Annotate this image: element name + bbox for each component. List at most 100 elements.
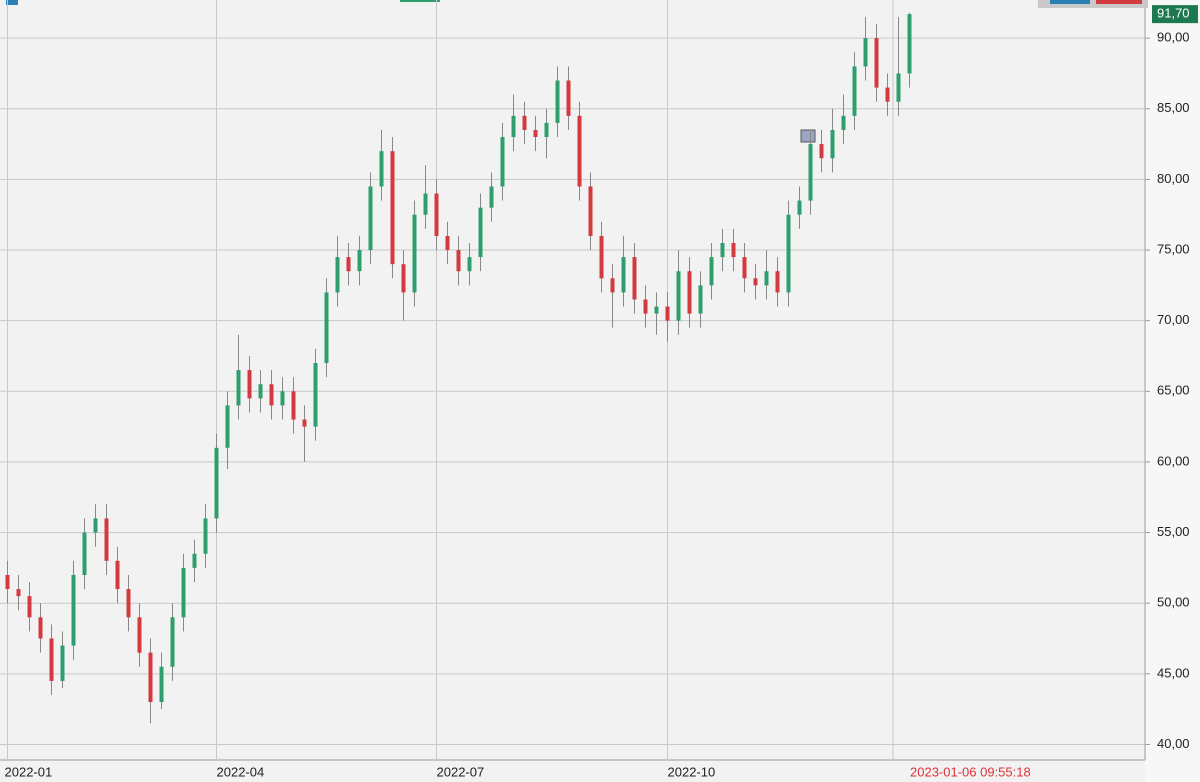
y-tick-label: 65,00	[1157, 383, 1190, 398]
candle-body	[192, 553, 197, 568]
candle-body	[49, 638, 54, 681]
candle-body	[335, 257, 340, 293]
candle-body	[203, 518, 208, 554]
candle-body	[467, 257, 472, 272]
candle-body	[753, 278, 758, 286]
y-tick-label: 90,00	[1157, 30, 1190, 45]
candle-body	[588, 186, 593, 236]
candle-body	[170, 617, 175, 667]
y-tick-label: 85,00	[1157, 100, 1190, 115]
candle-body	[434, 193, 439, 236]
x-tick-label: 2022-01	[5, 764, 53, 779]
candle-body	[599, 235, 604, 279]
candle-body	[533, 129, 538, 138]
candle-body	[709, 257, 714, 286]
y-tick-label: 70,00	[1157, 312, 1190, 327]
candle-body	[643, 299, 648, 314]
candle-body	[852, 66, 857, 116]
x-tick-label: 2022-07	[437, 764, 485, 779]
candle-body	[896, 73, 901, 102]
candle-body	[500, 137, 505, 187]
candle-body	[93, 518, 98, 533]
candle-body	[489, 186, 494, 208]
candle-body	[423, 193, 428, 215]
candle-body	[885, 87, 890, 102]
candle-body	[137, 617, 142, 653]
candle-body	[181, 567, 186, 618]
candle-body	[368, 186, 373, 251]
y-tick-label: 50,00	[1157, 595, 1190, 610]
x-tick-label: 2022-10	[668, 764, 716, 779]
candle-body	[269, 384, 274, 406]
candle-body	[214, 447, 219, 519]
toolbar	[1038, 0, 1148, 8]
candle-body	[555, 80, 560, 123]
candle-body	[401, 264, 406, 293]
candle-body	[621, 257, 626, 293]
candle-body	[38, 617, 43, 639]
candle-body	[27, 596, 32, 618]
candle-body	[313, 363, 318, 427]
candle-body	[907, 14, 912, 74]
candle-body	[775, 271, 780, 293]
candle-body	[577, 115, 582, 187]
candle-body	[148, 652, 153, 703]
candle-body	[544, 122, 549, 138]
event-icon[interactable]	[800, 129, 816, 143]
candle-body	[665, 306, 670, 321]
candle-body	[258, 384, 263, 399]
candle-body	[126, 589, 131, 618]
candle-body	[346, 257, 351, 272]
candle-body	[610, 278, 615, 293]
candle-body	[280, 391, 285, 406]
candle-body	[632, 257, 637, 300]
candle-body	[841, 115, 846, 130]
candle-body	[456, 250, 461, 272]
toolbar-mark	[400, 0, 440, 2]
last-price-box	[1152, 5, 1198, 24]
toolbar-button[interactable]	[1096, 0, 1142, 4]
candle-body	[71, 574, 76, 646]
candle-body	[698, 285, 703, 314]
y-tick-label: 75,00	[1157, 241, 1190, 256]
time-label: 2023-01-06 09:55:18	[910, 764, 1031, 779]
candle-body	[786, 214, 791, 293]
y-tick-label: 40,00	[1157, 736, 1190, 751]
y-tick-label: 55,00	[1157, 524, 1190, 539]
candle-body	[874, 38, 879, 88]
candle-body	[82, 532, 87, 575]
candle-body	[742, 257, 747, 279]
candle-body	[379, 151, 384, 187]
candle-body	[115, 560, 120, 590]
candle-body	[291, 391, 296, 420]
toolbar-button[interactable]	[1050, 0, 1090, 4]
candle-body	[830, 129, 835, 159]
candle-body	[731, 242, 736, 258]
candle-body	[159, 666, 164, 703]
candle-body	[522, 115, 527, 130]
candle-body	[654, 306, 659, 314]
candle-body	[764, 271, 769, 286]
candle-body	[478, 207, 483, 258]
candle-body	[445, 235, 450, 251]
candle-body	[60, 645, 65, 681]
candle-body	[808, 144, 813, 201]
candle-body	[863, 38, 868, 67]
y-tick-label: 80,00	[1157, 171, 1190, 186]
candle-body	[324, 292, 329, 364]
y-axis-panel	[1145, 0, 1200, 782]
candle-body	[225, 405, 230, 448]
candle-body	[511, 115, 516, 138]
candle-body	[357, 250, 362, 272]
candle-body	[16, 589, 21, 597]
y-tick-label: 45,00	[1157, 665, 1190, 680]
x-tick-label: 2022-04	[217, 764, 265, 779]
y-tick-label: 60,00	[1157, 453, 1190, 468]
toolbar-icon[interactable]	[6, 0, 18, 5]
candle-body	[412, 214, 417, 293]
candle-body	[5, 574, 10, 590]
candle-body	[676, 271, 681, 321]
last-price-label: 91,70	[1157, 6, 1190, 21]
candle-body	[720, 242, 725, 258]
